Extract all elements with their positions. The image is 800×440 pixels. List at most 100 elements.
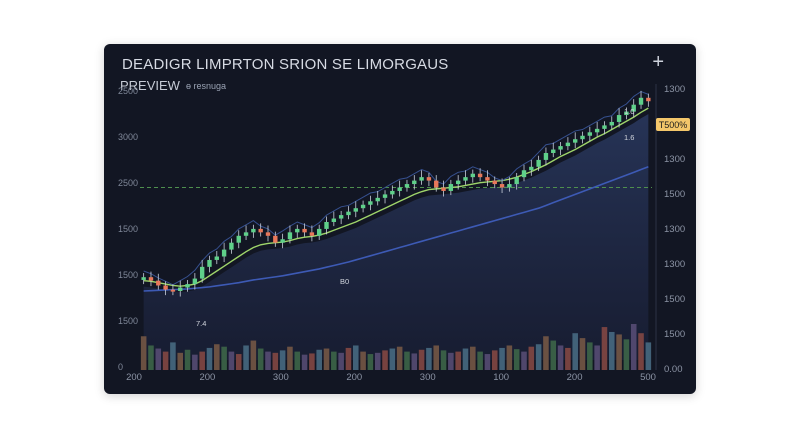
volume-bar: [418, 349, 425, 370]
area-fill-layer: [140, 114, 652, 361]
candle-body: [280, 239, 285, 243]
volume-bar: [550, 340, 557, 370]
candle-body: [565, 142, 571, 147]
left-y-tick-label: 2500: [118, 178, 138, 188]
candle-body: [317, 228, 322, 236]
candle-body: [463, 177, 468, 181]
chart-tag: ɵ resnuga: [185, 80, 226, 91]
volume-bar: [579, 338, 586, 370]
right-y-tick-label: 1300: [664, 259, 685, 270]
candle-body: [148, 277, 154, 281]
volume-bar: [630, 324, 637, 370]
candle-body: [419, 177, 424, 181]
volume-bar: [426, 347, 432, 370]
volume-bar: [192, 354, 198, 370]
ma-upper-band: [143, 91, 649, 286]
volume-bar: [557, 345, 564, 370]
volume-bar: [374, 352, 381, 370]
x-tick-label: 300: [420, 372, 436, 383]
right-y-tick-label: 1500: [664, 329, 685, 340]
candle-body: [229, 242, 234, 250]
left-y-tick-label: 2500: [118, 86, 138, 96]
candle-body: [521, 170, 527, 178]
axes-layer: 2500300025001500150015000130012001300150…: [118, 84, 690, 383]
candle-body: [382, 194, 388, 198]
volume-bar: [638, 333, 644, 370]
volume-bar: [396, 346, 403, 370]
candle-body: [404, 184, 410, 188]
candle-body: [170, 289, 176, 292]
volume-bar: [455, 351, 461, 370]
add-icon[interactable]: +: [652, 51, 664, 73]
x-tick-label: 500: [640, 372, 656, 383]
candle-body: [646, 97, 651, 102]
candle-body: [156, 280, 161, 286]
left-y-tick-label: 1500: [118, 270, 138, 280]
candle-body: [346, 211, 351, 216]
stock-chart: 2500300025001500150015000130012001300150…: [118, 84, 690, 383]
volume-bar: [221, 346, 227, 370]
volume-bar: [572, 333, 578, 370]
candle-body: [251, 228, 256, 233]
candle-body: [295, 228, 300, 233]
candle-body: [368, 201, 373, 205]
candle-body: [258, 228, 263, 233]
candle-body: [243, 232, 249, 236]
volume-bar: [272, 352, 279, 370]
candle-body: [360, 204, 366, 209]
candle-body: [207, 259, 212, 267]
x-tick-label: 300: [273, 372, 289, 383]
candle-body: [265, 232, 271, 236]
area-fill: [143, 114, 649, 361]
candle-annotation: 1.0: [624, 107, 634, 116]
candle-body: [434, 180, 439, 188]
volume-bar: [184, 349, 191, 370]
volume-bar: [228, 351, 235, 370]
volume-bar: [360, 351, 366, 370]
candle-body: [192, 278, 198, 285]
candle-body: [141, 277, 146, 280]
candle-body: [397, 187, 402, 191]
volume-bar: [565, 347, 571, 370]
volume-bar: [148, 345, 154, 370]
left-y-tick-label: 0: [118, 362, 123, 372]
volume-bar: [543, 336, 549, 370]
volume-bar: [448, 352, 454, 370]
volume-bar: [170, 342, 176, 370]
candle-body: [236, 235, 241, 243]
candle-body: [470, 173, 475, 178]
candle-body: [499, 184, 505, 188]
volume-bar: [645, 342, 652, 370]
candles-layer: [141, 90, 651, 297]
candle-body: [221, 249, 227, 257]
volume-bar: [294, 351, 301, 370]
volume-bar: [338, 352, 344, 370]
candle-body: [485, 177, 490, 181]
volume-bar: [162, 351, 169, 370]
candle-body: [273, 235, 278, 243]
candle-body: [214, 256, 219, 260]
volume-bar: [587, 342, 593, 370]
volume-bar: [382, 350, 388, 370]
volume-bar: [513, 349, 520, 370]
price-badge: [656, 118, 690, 131]
volume-bar: [608, 331, 615, 370]
price-badge-label: T500%: [659, 120, 688, 130]
candle-body: [551, 149, 556, 153]
candle-body: [507, 184, 512, 188]
volume-bar: [206, 347, 213, 370]
chart-title: DEADIGR LIMPRTON SRION SE LIMORGAUS: [122, 56, 449, 73]
candle-body: [573, 139, 578, 143]
candle-body: [441, 187, 446, 191]
volume-bar: [521, 351, 527, 370]
volume-bar: [462, 348, 469, 370]
candle-body: [514, 177, 519, 185]
chart-card: DEADIGR LIMPRTON SRION SE LIMORGAUS PREV…: [104, 44, 696, 394]
candle-body: [624, 111, 629, 116]
left-y-tick-label: 1500: [118, 224, 138, 234]
candle-body: [477, 173, 483, 178]
candle-body: [412, 180, 417, 185]
ma-fast-line: [143, 107, 649, 287]
right-y-tick-label: 1300: [664, 84, 685, 95]
right-y-tick-label: 1500: [664, 189, 685, 200]
